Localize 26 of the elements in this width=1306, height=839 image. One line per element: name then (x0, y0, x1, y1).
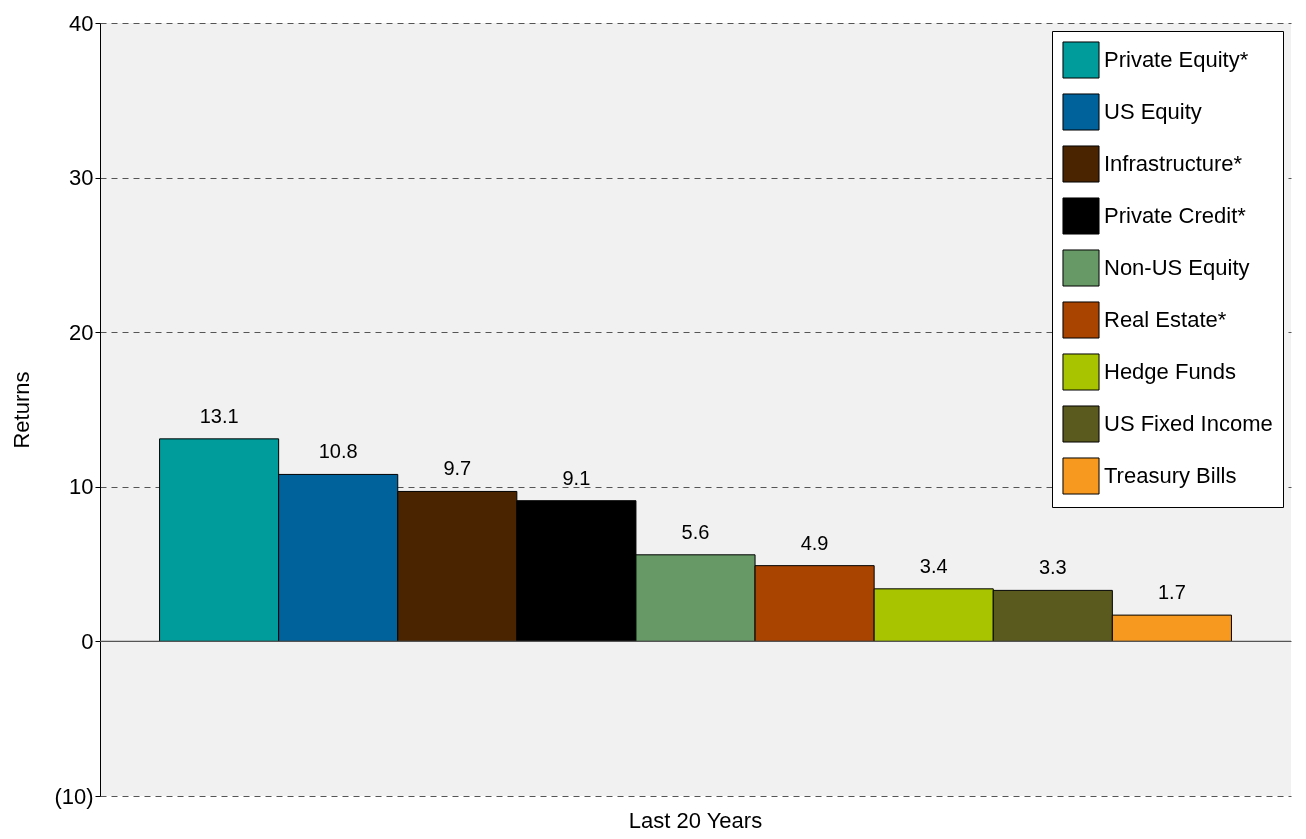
x-tick-label: Last 20 Years (628, 807, 763, 833)
data-label: 1.7 (1157, 581, 1186, 604)
data-label: 5.6 (681, 520, 710, 543)
data-label: 3.3 (1038, 556, 1067, 579)
legend-label: US Equity (1104, 99, 1202, 124)
legend-label: Real Estate* (1104, 307, 1227, 332)
legend-label: US Fixed Income (1104, 411, 1273, 436)
legend-label: Non-US Equity (1104, 255, 1250, 280)
legend-label: Hedge Funds (1104, 359, 1237, 384)
y-tick-label: 10 (69, 474, 94, 500)
legend-label: Private Credit* (1104, 203, 1247, 228)
data-label: 13.1 (199, 404, 239, 427)
data-label: 3.4 (919, 554, 948, 577)
legend-label: Private Equity* (1104, 47, 1249, 72)
data-label: 9.1 (562, 466, 591, 489)
legend-label: Treasury Bills (1104, 463, 1237, 488)
y-tick-label: 40 (69, 10, 94, 36)
data-label: 4.9 (800, 531, 829, 554)
y-axis-title: Returns (9, 371, 35, 449)
y-tick-label: 20 (69, 319, 94, 345)
y-tick-label: 30 (69, 165, 94, 191)
data-label: 9.7 (443, 457, 472, 480)
y-tick-label: (10) (54, 783, 94, 809)
y-tick-label: 0 (81, 628, 94, 654)
legend-label: Infrastructure* (1104, 151, 1243, 176)
data-label: 10.8 (318, 440, 358, 463)
